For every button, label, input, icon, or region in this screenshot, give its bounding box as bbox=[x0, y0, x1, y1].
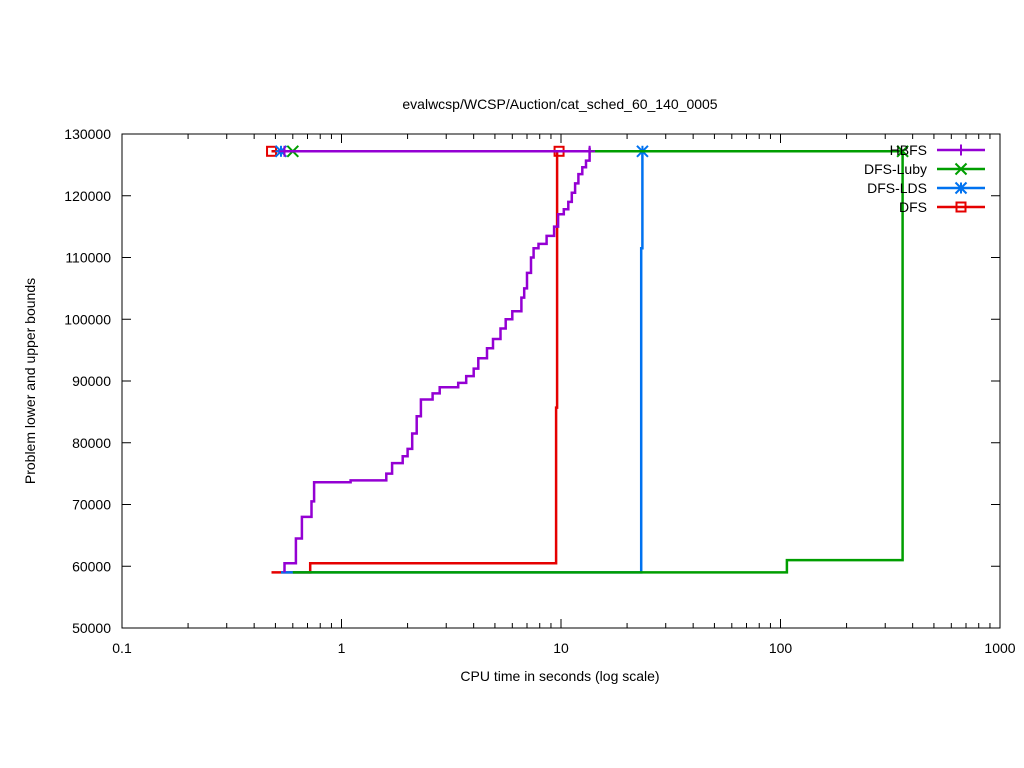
legend-item-dfs: DFS bbox=[899, 199, 985, 215]
legend-item-hbfs: HBFS bbox=[890, 142, 985, 158]
legend-label-dfs-lds: DFS-LDS bbox=[867, 180, 927, 196]
y-axis-label: Problem lower and upper bounds bbox=[22, 278, 38, 484]
y-tick-label: 60000 bbox=[72, 558, 111, 574]
chart-title: evalwcsp/WCSP/Auction/cat_sched_60_140_0… bbox=[402, 96, 717, 112]
y-tick-label: 50000 bbox=[72, 620, 111, 636]
legend-marker-dfs bbox=[955, 201, 967, 213]
y-tick-label: 90000 bbox=[72, 373, 111, 389]
legend-marker-hbfs bbox=[955, 144, 967, 156]
legend-label-hbfs: HBFS bbox=[890, 142, 927, 158]
x-tick-label: 10 bbox=[553, 640, 569, 656]
legend-item-dfs-luby: DFS-Luby bbox=[864, 161, 985, 177]
legend-marker-dfs-lds bbox=[954, 181, 968, 195]
x-tick-label: 0.1 bbox=[112, 640, 132, 656]
x-axis-label: CPU time in seconds (log scale) bbox=[460, 668, 659, 684]
legend: HBFS DFS-Luby DFS-LDS DFS bbox=[864, 142, 985, 215]
axes: 50000 60000 70000 80000 90000 100000 110000 120… bbox=[64, 126, 1015, 656]
y-tick-label: 70000 bbox=[72, 497, 111, 513]
y-tick-label: 130000 bbox=[64, 126, 111, 142]
series-dfs-luby-point-1 bbox=[896, 145, 909, 158]
series-dfs-luby-lower-bound bbox=[292, 151, 904, 574]
series-hbfs bbox=[279, 145, 596, 573]
x-tick-label: 100 bbox=[769, 640, 793, 656]
x-tick-label: 1000 bbox=[984, 640, 1015, 656]
y-tick-label: 110000 bbox=[65, 250, 111, 266]
y-tick-label: 120000 bbox=[64, 188, 111, 204]
y-tick-label: 100000 bbox=[64, 311, 111, 327]
legend-marker-dfs-luby bbox=[954, 162, 968, 176]
plot-area bbox=[266, 145, 909, 574]
legend-item-dfs-lds: DFS-LDS bbox=[867, 180, 985, 196]
legend-label-dfs: DFS bbox=[899, 199, 927, 215]
series-hbfs-point-0 bbox=[279, 145, 291, 157]
x-tick-label: 1 bbox=[338, 640, 346, 656]
legend-label-dfs-luby: DFS-Luby bbox=[864, 161, 927, 177]
series-hbfs-point-1 bbox=[584, 145, 596, 157]
series-hbfs-lower-bound bbox=[283, 147, 591, 573]
y-tick-label: 80000 bbox=[72, 435, 111, 451]
